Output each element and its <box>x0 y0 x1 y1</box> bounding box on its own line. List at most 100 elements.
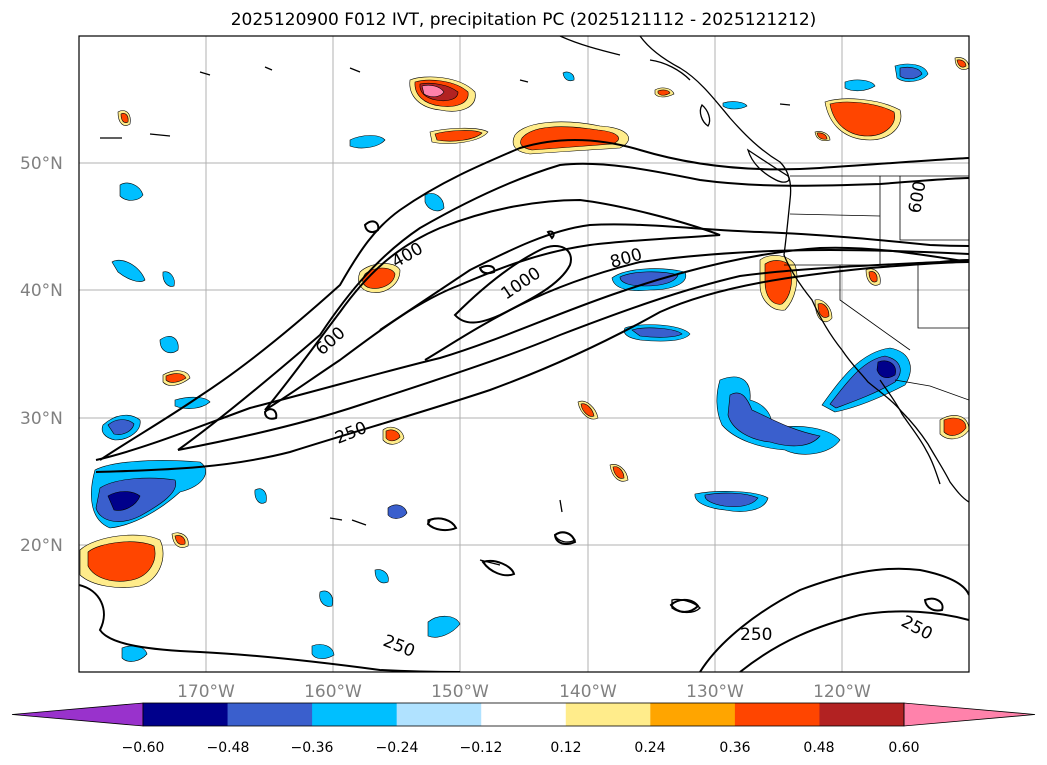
colorbar-extend-max <box>903 702 1036 727</box>
border-us-mexico <box>894 379 969 401</box>
colorbar-ticks: −0.60 −0.48 −0.36 −0.24 −0.12 0.12 0.24 … <box>122 740 920 756</box>
colorbar-tick: 0.36 <box>719 740 750 756</box>
lat-label-30n: 30°N <box>20 409 63 429</box>
ivt-contour-250 <box>95 246 969 461</box>
ivt-contour-250 <box>95 261 969 473</box>
colorbar-segment <box>734 703 820 726</box>
precip-blob <box>119 182 144 201</box>
colorbar-tick: −0.48 <box>207 740 250 756</box>
colorbar-segment <box>819 703 905 726</box>
ivt-contour-250-south <box>79 584 461 672</box>
latitude-labels: 50°N 40°N 30°N 20°N <box>20 154 63 556</box>
precip-blob <box>385 429 401 442</box>
precip-blob <box>612 466 625 479</box>
precip-blob <box>254 488 267 504</box>
precip-blob <box>427 615 461 638</box>
colorbar-segment <box>396 703 482 726</box>
lon-label-160w: 160°W <box>304 682 362 702</box>
colorbar-tick: 0.48 <box>803 740 834 756</box>
colorbar-segment <box>227 703 313 726</box>
colorbar-tick: −0.60 <box>122 740 165 756</box>
precip-blob <box>956 59 967 68</box>
ivt-contour-400-lower <box>177 259 969 451</box>
longitude-labels: 170°W 160°W 150°W 140°W 130°W 120°W <box>177 682 871 702</box>
ivt-contour-250-se-inner <box>739 610 969 672</box>
precip-blob <box>876 360 896 379</box>
coastline-north-america <box>639 36 969 503</box>
colorbar-tick: 0.12 <box>550 740 581 756</box>
precip-blob <box>311 644 335 659</box>
precip-blob <box>562 71 575 82</box>
lat-label-50n: 50°N <box>20 154 63 174</box>
precip-blob <box>421 84 445 98</box>
ivt-contour-1000 <box>453 245 572 324</box>
coastline-vancouver-island <box>746 148 790 183</box>
lon-label-140w: 140°W <box>559 682 617 702</box>
precip-blob <box>162 271 175 287</box>
precip-positive-areas <box>79 57 969 588</box>
lat-label-20n: 20°N <box>20 536 63 556</box>
colorbar-segments <box>11 702 1036 727</box>
precip-blob <box>319 590 333 607</box>
colorbar-frame <box>142 702 905 727</box>
precip-blob <box>159 336 179 353</box>
colorbar-segment <box>565 703 651 726</box>
precip-blob <box>434 130 483 142</box>
precip-blob <box>868 271 878 283</box>
precip-blob <box>943 417 967 436</box>
political-borders <box>784 175 969 401</box>
graticule <box>79 36 969 672</box>
colorbar-tick: 0.60 <box>888 740 919 756</box>
colorbar-tick: −0.24 <box>376 740 419 756</box>
coastline-haida-gwaii <box>699 104 711 127</box>
colorbar-tick: −0.36 <box>291 740 334 756</box>
colorbar-tick: −0.12 <box>460 740 503 756</box>
map-title: 2025120900 F012 IVT, precipitation PC (2… <box>230 10 817 30</box>
lon-label-120w: 120°W <box>813 682 871 702</box>
state-border-mt <box>899 176 969 241</box>
coastline-baja <box>879 379 941 485</box>
precip-blob <box>899 66 923 80</box>
islands-scatter <box>100 66 791 614</box>
ivt-contour-400 <box>177 162 969 451</box>
precip-blob <box>619 271 679 287</box>
lon-label-130w: 130°W <box>686 682 744 702</box>
precip-blob <box>631 327 683 338</box>
colorbar-segment <box>650 703 736 726</box>
precip-blob <box>657 89 671 96</box>
ivt-contour-250 <box>99 139 969 461</box>
state-border-wa-or <box>789 213 881 217</box>
precip-blob <box>424 193 445 212</box>
precip-negative-areas <box>91 63 929 662</box>
lon-label-150w: 150°W <box>431 682 489 702</box>
precip-blob <box>107 419 135 435</box>
ivt-contours <box>79 139 969 672</box>
precip-blob <box>387 504 408 519</box>
ivt-contour-250-se <box>699 567 969 672</box>
state-border-nv-ut <box>917 265 969 329</box>
ivt-closed-contour <box>263 220 944 613</box>
coastline-alaska-islands <box>559 36 691 81</box>
precip-blob <box>374 569 389 584</box>
colorbar-segment <box>481 703 567 726</box>
precip-blob <box>111 260 146 282</box>
colorbar-extend-min <box>11 702 144 727</box>
precip-blob <box>764 260 792 305</box>
colorbar-segment <box>312 703 398 726</box>
state-border-ca-nv <box>839 265 911 351</box>
colorbar: −0.60 −0.48 −0.36 −0.24 −0.12 0.12 0.24 … <box>11 702 1036 756</box>
map-frame <box>78 35 970 673</box>
precip-blob <box>722 101 748 110</box>
precip-blob <box>829 101 896 137</box>
precip-blob <box>817 303 830 318</box>
precip-blob <box>107 491 141 511</box>
precip-blob <box>727 392 821 447</box>
ivt-contour-800 <box>379 223 969 361</box>
lat-label-40n: 40°N <box>20 281 63 301</box>
precip-blob <box>704 492 759 508</box>
precip-blob <box>349 135 386 149</box>
precip-blob <box>174 535 186 545</box>
precip-blob <box>580 403 595 417</box>
colorbar-tick: 0.24 <box>634 740 665 756</box>
precip-blob <box>844 79 876 92</box>
